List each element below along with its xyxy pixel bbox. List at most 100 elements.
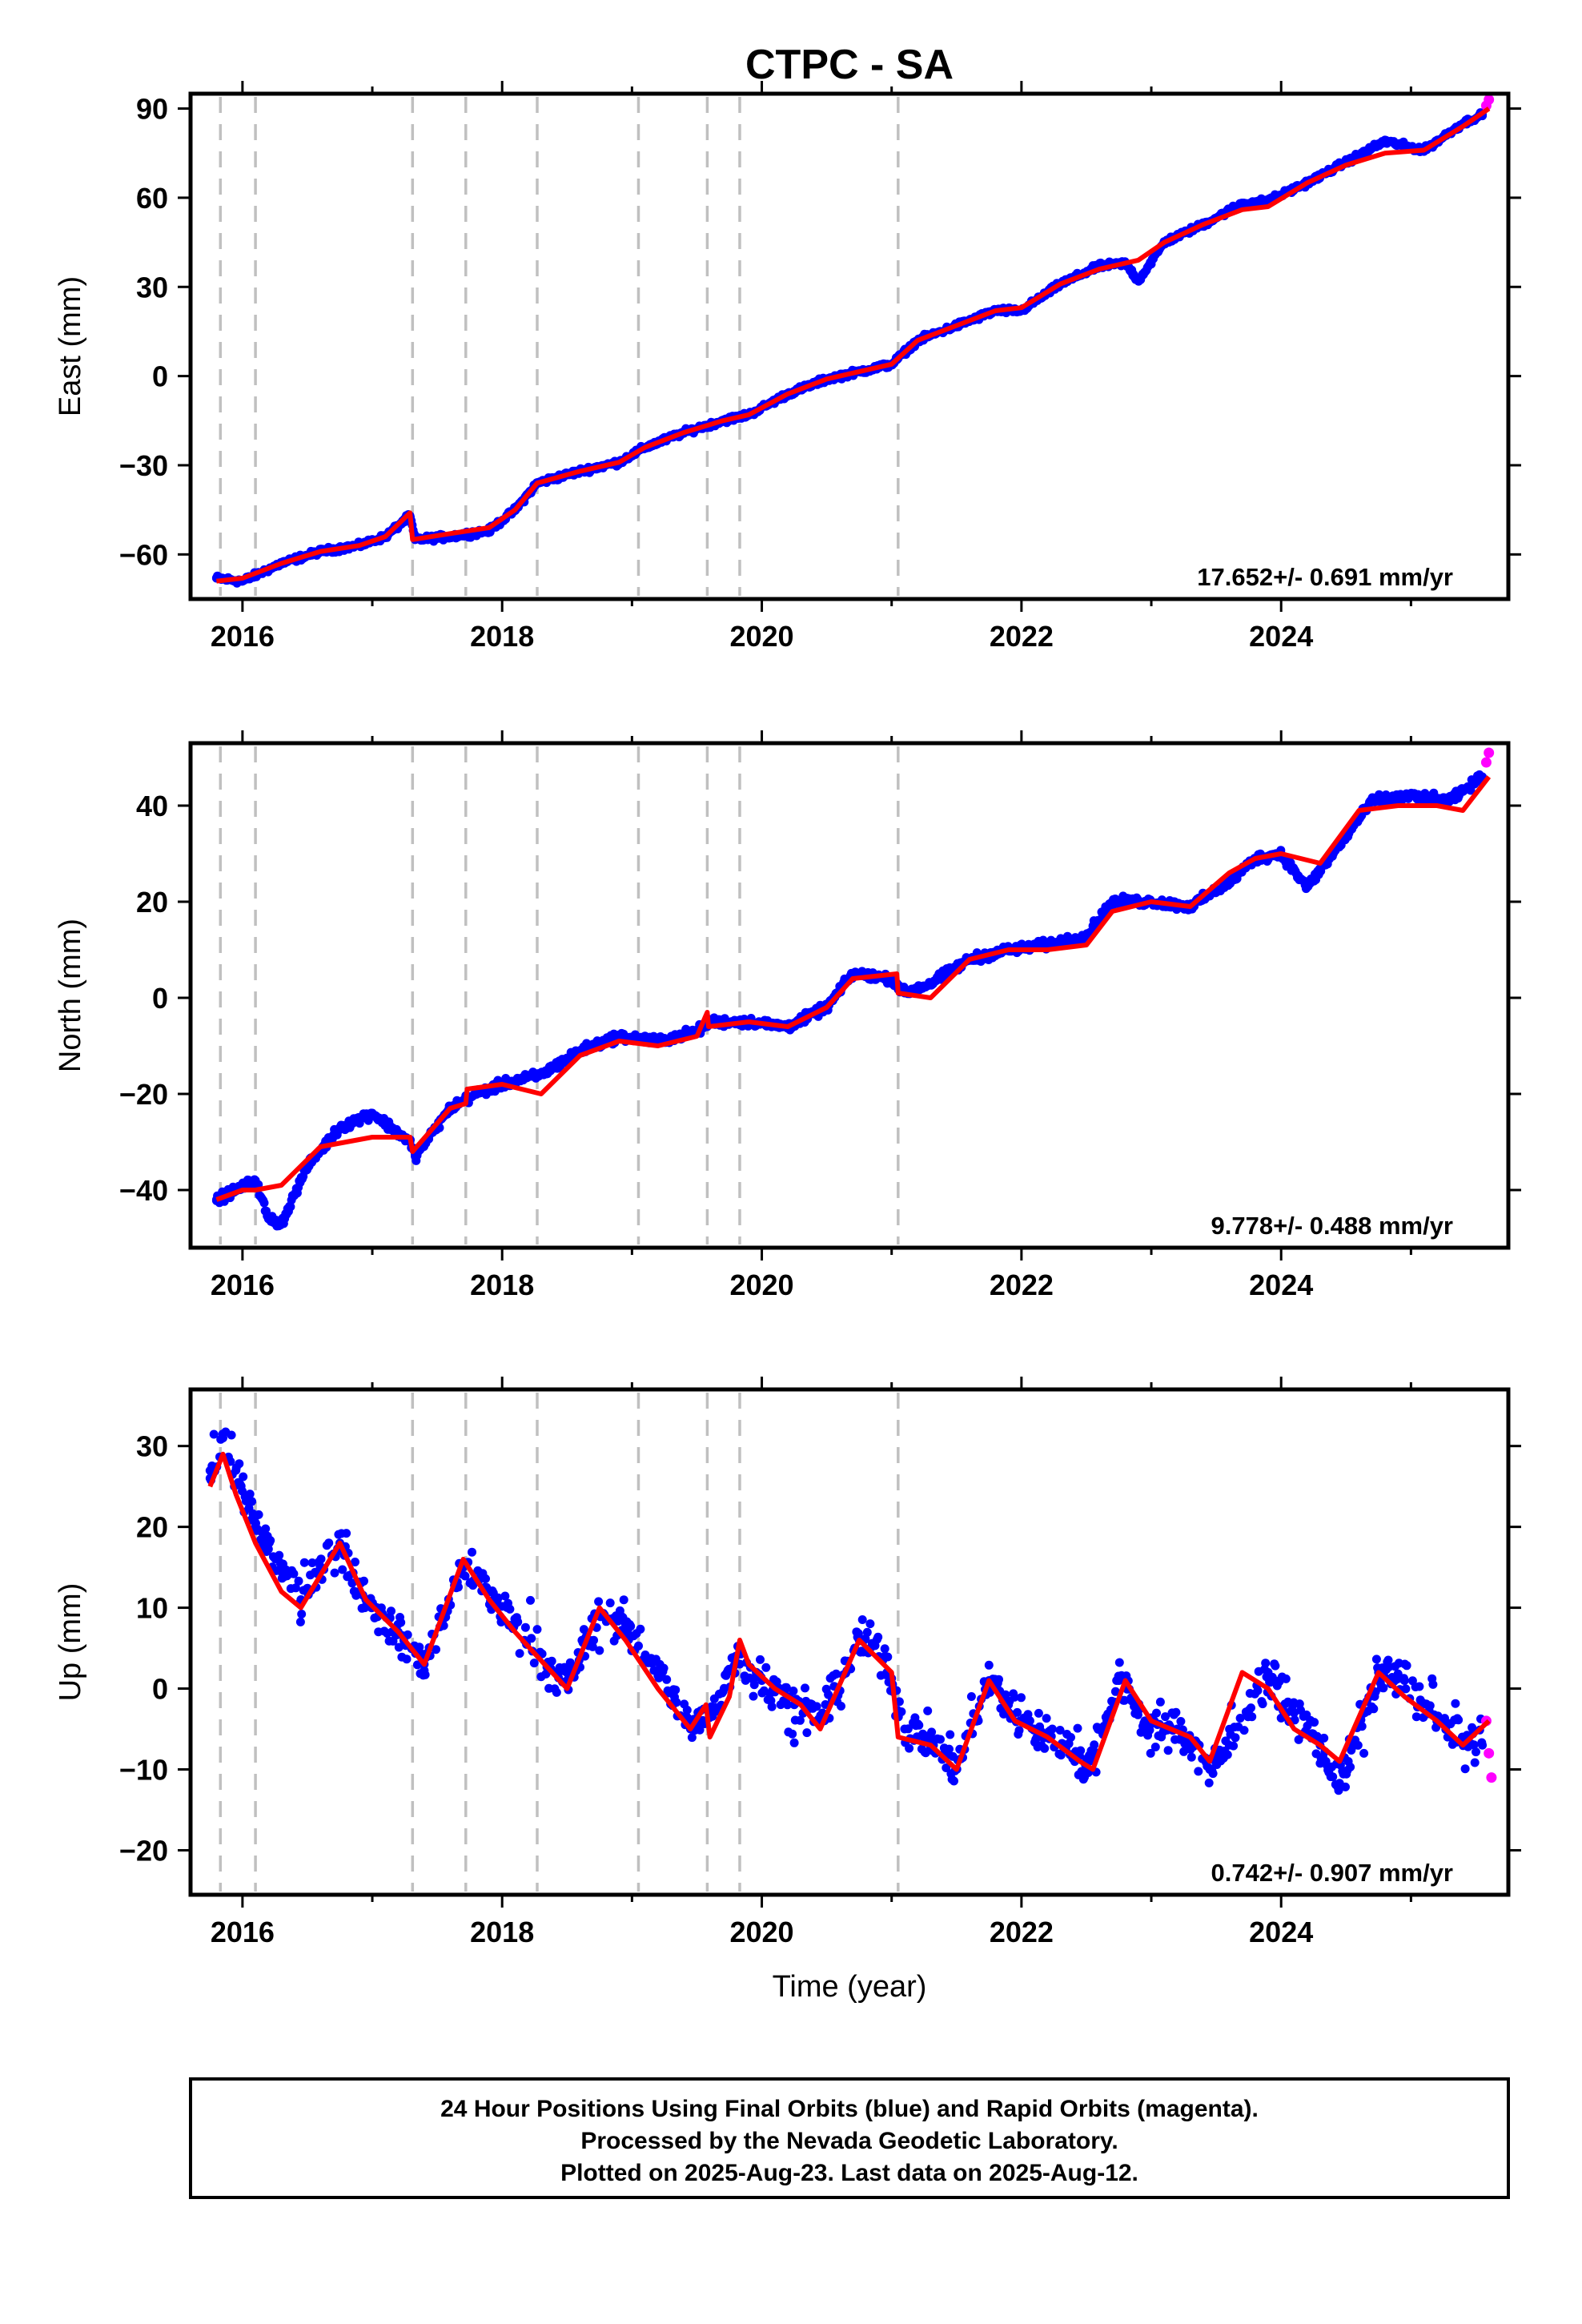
final-orbit-anchor-point: [1114, 1675, 1123, 1685]
final-orbit-point: [788, 1729, 797, 1739]
rapid-orbit-point: [1480, 757, 1492, 768]
x-tick-label: 2016: [211, 1269, 275, 1301]
final-orbit-point: [865, 1619, 875, 1629]
final-orbit-point: [1371, 1655, 1381, 1664]
final-orbit-point: [552, 1687, 561, 1697]
final-orbit-point: [605, 1598, 615, 1608]
final-orbit-point: [247, 1497, 257, 1506]
final-orbit-point: [460, 1571, 470, 1581]
final-orbit-point: [1194, 1767, 1203, 1776]
final-orbit-point: [1155, 1697, 1165, 1707]
final-orbit-point: [636, 1624, 645, 1634]
north-panel: 2016 2018 2020 2022 2024 −40 −20 0 20 40 North (mm…: [54, 730, 1521, 1301]
final-orbit-point: [1034, 1708, 1043, 1718]
final-orbit-point: [245, 1490, 255, 1499]
final-orbit-point: [923, 1706, 933, 1715]
plot-area: [211, 747, 1495, 1231]
final-orbit-point: [316, 1554, 326, 1564]
final-orbit-anchor-point: [1335, 1781, 1344, 1791]
x-tick-label: 2022: [990, 1916, 1054, 1948]
final-orbit-point: [338, 1565, 347, 1574]
final-orbit-point: [297, 1610, 307, 1618]
final-orbit-point: [749, 1691, 758, 1701]
final-orbit-anchor-point: [1399, 1675, 1409, 1685]
final-orbit-point: [1469, 1740, 1479, 1750]
y-tick-label: −40: [119, 1174, 168, 1207]
y-axis-label: Up (mm): [54, 1583, 87, 1702]
final-orbit-anchor-point: [472, 1089, 481, 1099]
final-orbit-point: [1161, 1712, 1170, 1722]
final-orbit-point: [227, 1430, 236, 1440]
up-panel: 2016 2018 2020 2022 2024 −20 −10 0 10 20 30 Up (mm)…: [54, 1377, 1521, 1948]
final-orbit-point: [984, 1660, 994, 1670]
final-orbit-point: [1014, 1726, 1024, 1735]
final-orbit-point: [1310, 1718, 1319, 1727]
final-orbit-point: [289, 1569, 299, 1578]
final-orbit-point: [1353, 1740, 1363, 1750]
final-orbit-anchor-point: [1082, 931, 1091, 940]
final-orbit-point: [1110, 1687, 1120, 1696]
final-orbit-point: [396, 1618, 406, 1627]
final-orbit-anchor-point: [1303, 883, 1312, 892]
final-orbit-point: [1346, 1763, 1355, 1771]
final-orbit-anchor-point: [231, 1466, 241, 1475]
final-orbit-anchor-point: [881, 1651, 890, 1661]
final-orbit-anchor-point: [219, 1433, 228, 1443]
final-orbit-anchor-point: [1205, 1765, 1215, 1775]
rapid-orbit-point: [1484, 747, 1495, 758]
final-orbit-point: [1383, 1655, 1393, 1665]
final-orbit-point: [412, 1660, 422, 1670]
final-orbit-point: [950, 1776, 958, 1786]
final-orbit-point: [589, 1635, 598, 1645]
x-tick-label: 2024: [1249, 1916, 1313, 1948]
final-orbit-anchor-point: [367, 1108, 377, 1118]
final-orbit-anchor-point: [1140, 1716, 1150, 1726]
final-orbit-point: [307, 1558, 317, 1567]
final-orbit-point: [529, 1659, 539, 1668]
x-axis-label: Time (year): [773, 1970, 927, 2004]
final-orbit-point: [403, 1630, 412, 1639]
x-tick-label: 2024: [1249, 620, 1313, 653]
final-orbit-point: [432, 1645, 440, 1655]
final-orbit-point: [1150, 1743, 1160, 1751]
final-orbit-point: [781, 1683, 791, 1692]
velocity-annotation: 0.742+/- 0.907 mm/yr: [1211, 1859, 1453, 1887]
final-orbit-point: [795, 1715, 805, 1725]
final-orbit-anchor-point: [251, 1176, 260, 1185]
plot-frame: [188, 91, 1511, 601]
final-orbit-anchor-point: [277, 1219, 287, 1228]
rapid-orbit-point: [1486, 1772, 1497, 1783]
footer-line-2: Processed by the Nevada Geodetic Laborat…: [580, 2128, 1118, 2154]
final-orbit-point: [756, 1655, 765, 1664]
final-orbit-point: [299, 1558, 309, 1567]
final-orbit-point: [1090, 1740, 1099, 1750]
final-orbit-point: [402, 1655, 412, 1664]
final-orbit-point: [1247, 1712, 1257, 1722]
final-orbit-point: [1146, 1748, 1155, 1758]
final-orbit-point: [1239, 1726, 1249, 1735]
model-line: [215, 775, 1492, 1202]
final-orbit-point: [1017, 1693, 1026, 1703]
x-tick-label: 2016: [211, 1916, 275, 1948]
final-orbit-anchor-point: [411, 1152, 420, 1161]
y-tick-label: −30: [119, 449, 168, 482]
final-orbit-anchor-point: [536, 1070, 546, 1080]
final-orbit-point: [1472, 1747, 1480, 1757]
final-orbit-point: [1319, 1733, 1329, 1743]
y-tick-label: 90: [136, 93, 168, 126]
final-orbit-point: [1073, 1723, 1082, 1733]
final-orbit-anchor-point: [1458, 1732, 1468, 1742]
final-orbit-anchor-point: [263, 1214, 273, 1224]
final-orbit-point: [837, 1702, 845, 1711]
final-orbit-point: [1223, 1750, 1232, 1759]
final-orbit-point: [1359, 1748, 1369, 1758]
y-tick-label: 40: [136, 790, 168, 822]
final-orbit-point: [946, 1730, 955, 1739]
footer-line-3: Plotted on 2025-Aug-23. Last data on 202…: [560, 2160, 1138, 2186]
final-orbit-point: [1428, 1679, 1438, 1689]
final-orbit-anchor-point: [1367, 796, 1377, 806]
final-orbit-point: [359, 1576, 368, 1586]
final-orbit-point: [942, 1763, 951, 1772]
final-orbit-point: [1253, 1686, 1263, 1695]
final-orbit-point: [1010, 1692, 1019, 1702]
